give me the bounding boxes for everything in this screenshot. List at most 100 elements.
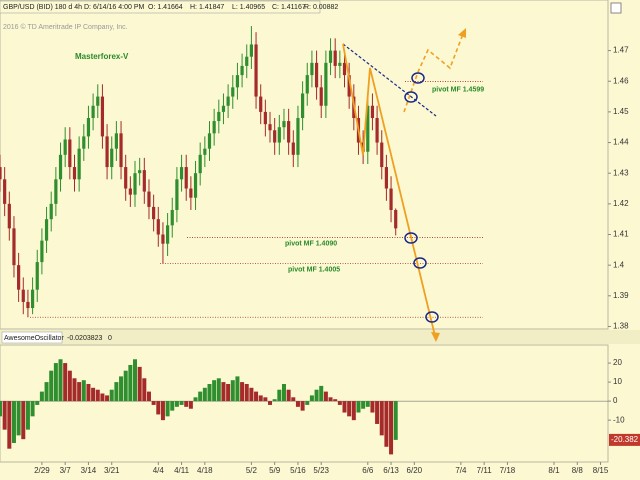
wave-arrow: [342, 43, 437, 341]
candle-body: [282, 121, 286, 128]
oscillator-bar: [174, 401, 179, 407]
current-value: -20.382: [611, 435, 639, 444]
oscillator-bar: [333, 399, 338, 402]
oscillator-bar: [119, 376, 124, 402]
candle-body: [319, 87, 323, 106]
oscillator-bar: [309, 395, 314, 402]
oscillator-bar: [375, 401, 380, 424]
candle-body: [301, 93, 305, 119]
candle-body: [110, 148, 114, 168]
oscillator-bar: [347, 401, 352, 417]
candle-body: [389, 188, 393, 210]
oscillator-bar: [370, 401, 375, 413]
oscillator-bar: [300, 401, 305, 411]
oscillator-bar: [393, 401, 398, 440]
oscillator-bar: [249, 387, 254, 402]
candle-body: [119, 133, 123, 168]
candle-body: [245, 56, 249, 66]
oscillator-bar: [295, 401, 300, 407]
oscillator-bar: [146, 391, 151, 402]
candle-body: [100, 96, 105, 137]
oscillator-bar: [72, 378, 77, 402]
x-tick-label: 6/13: [383, 466, 399, 475]
candle-body: [217, 111, 221, 122]
header-low: L: 1.40965: [232, 4, 265, 11]
study-name: Masterforex-V: [75, 52, 129, 61]
candle-body: [142, 170, 146, 192]
candle-body: [49, 203, 53, 220]
candle-body: [296, 118, 300, 155]
oscillator-bar: [0, 401, 2, 417]
oscillator-bar: [49, 370, 54, 402]
x-tick-label: 5/9: [269, 466, 281, 475]
oscillator-bar: [244, 384, 249, 402]
candle-body: [235, 75, 240, 88]
oscillator-bar: [100, 393, 105, 402]
candle-body: [328, 50, 333, 63]
candle-body: [333, 50, 337, 66]
candle-body: [82, 136, 86, 149]
x-tick-label: 3/7: [60, 466, 72, 475]
target-circle: [425, 311, 439, 323]
oscillator-label-box: [1, 331, 63, 344]
candle-body: [152, 206, 156, 220]
target-circle: [413, 257, 427, 269]
x-tick-label: 5/23: [313, 466, 329, 475]
oscillator-bar: [230, 380, 235, 402]
oscillator-header-bar: [0, 330, 640, 344]
y-tick-label: 1.44: [613, 138, 629, 147]
y-tick-label: -10: [613, 415, 625, 424]
candle-body: [384, 167, 389, 189]
oscillator-bar: [319, 385, 324, 402]
candle-body: [77, 148, 81, 180]
pivot-label: pivot MF 1.4005: [288, 266, 340, 273]
oscillator-bar: [63, 363, 68, 402]
oscillator-bar: [165, 401, 170, 417]
oscillator-bar: [44, 382, 49, 402]
x-tick-label: 3/14: [81, 466, 97, 475]
candle-body: [147, 191, 151, 207]
candle-body: [263, 111, 267, 125]
x-tick-label: 6/20: [407, 466, 423, 475]
candle-body: [189, 188, 193, 198]
candle-body: [184, 167, 188, 189]
y-tick-label: 1.47: [613, 46, 629, 55]
candle-body: [12, 228, 16, 266]
settings-icon[interactable]: [610, 2, 622, 14]
target-circle: [404, 232, 418, 244]
oscillator-bar: [286, 389, 291, 402]
current-value-box: [609, 433, 640, 446]
candle-body: [72, 167, 77, 180]
candle-body: [30, 289, 35, 309]
candle-body: [63, 139, 67, 155]
candle-body: [314, 62, 319, 88]
oscillator-bar: [365, 401, 370, 407]
y-tick-label: 10: [613, 377, 622, 386]
header-date: D: 6/14/16 4:00 PM: [84, 4, 144, 11]
oscillator-bar: [389, 401, 394, 455]
copyright: 2016 © TD Ameritrade IP Company, Inc.: [3, 23, 128, 31]
candle-body: [249, 44, 253, 57]
candle-body: [114, 133, 118, 149]
oscillator-bar: [179, 401, 184, 405]
drawings: [342, 28, 466, 342]
y-tick-label: 1.39: [613, 291, 629, 300]
candle-body: [212, 121, 216, 134]
oscillator-bar: [105, 395, 110, 402]
oscillator-value: -0.0203823: [67, 335, 103, 342]
oscillator-bar: [137, 366, 142, 402]
header-high: H: 1.41847: [190, 4, 224, 11]
oscillator-bar: [114, 382, 119, 402]
oscillator-bar: [207, 384, 212, 402]
oscillator-bar: [291, 397, 296, 402]
candle-body: [105, 136, 109, 168]
candle-body: [268, 124, 272, 131]
arrow-head: [431, 332, 440, 342]
oscillator-bar: [35, 401, 40, 405]
oscillator-bar: [21, 401, 26, 440]
candle-body: [91, 105, 95, 119]
candle-body: [347, 75, 351, 97]
oscillator-bar: [379, 401, 384, 436]
